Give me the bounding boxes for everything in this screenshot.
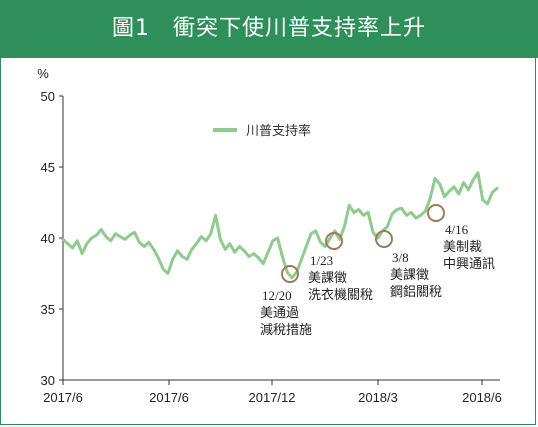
event-circle xyxy=(427,204,445,222)
title-bar xyxy=(0,0,538,58)
event-circle xyxy=(281,265,299,283)
y-tick-label: 35 xyxy=(41,302,55,317)
annotation-text: 洗衣機關稅 xyxy=(308,287,373,303)
series-line-approval xyxy=(61,171,499,280)
annotation-date: 12/20 xyxy=(262,288,292,303)
event-circle xyxy=(375,230,393,248)
x-tick-label: 2017/6 xyxy=(149,390,189,405)
legend: 川普支持率 xyxy=(213,123,311,139)
y-tick-label: 45 xyxy=(41,160,55,175)
annotation-text: 鋼鋁關稅 xyxy=(390,285,442,300)
annotations: 12/20美通過減稅措施1/23美課徵洗衣機關稅3/8美課徵鋼鋁關稅4/16美制… xyxy=(260,222,495,338)
annotation-text: 中興通訊 xyxy=(443,257,495,272)
chart-title: 圖1 衝突下使川普支持率上升 xyxy=(112,16,426,41)
axes: 30 35 40 45 50% 2017/6 2017/6 2017/12 2018/3 2018… xyxy=(37,66,502,405)
annotation-text: 美課徵 xyxy=(390,267,429,283)
annotation-text: 美通過 xyxy=(260,306,299,321)
event-circles xyxy=(281,204,445,283)
series-layer xyxy=(61,171,499,280)
annotation-date: 3/8 xyxy=(392,250,409,265)
y-tick-label: 50 xyxy=(41,89,55,104)
y-tick-label: 40 xyxy=(41,231,55,246)
x-tick-label: 2018/6 xyxy=(462,390,502,405)
annotation-text: 美制裁 xyxy=(443,239,482,255)
annotation-text: 減稅措施 xyxy=(260,322,312,338)
y-tick-label: 30 xyxy=(41,373,55,388)
x-tick-label: 2017/6 xyxy=(43,390,83,405)
x-tick-label: 2017/12 xyxy=(249,390,296,405)
x-tick-label: 2018/3 xyxy=(358,390,398,405)
event-circle xyxy=(325,232,343,250)
y-axis-unit: % xyxy=(37,66,49,81)
annotation-date: 1/23 xyxy=(310,253,333,268)
legend-label: 川普支持率 xyxy=(246,123,311,139)
annotation-text: 美課徵 xyxy=(308,270,347,286)
annotation-date: 4/16 xyxy=(445,222,469,237)
